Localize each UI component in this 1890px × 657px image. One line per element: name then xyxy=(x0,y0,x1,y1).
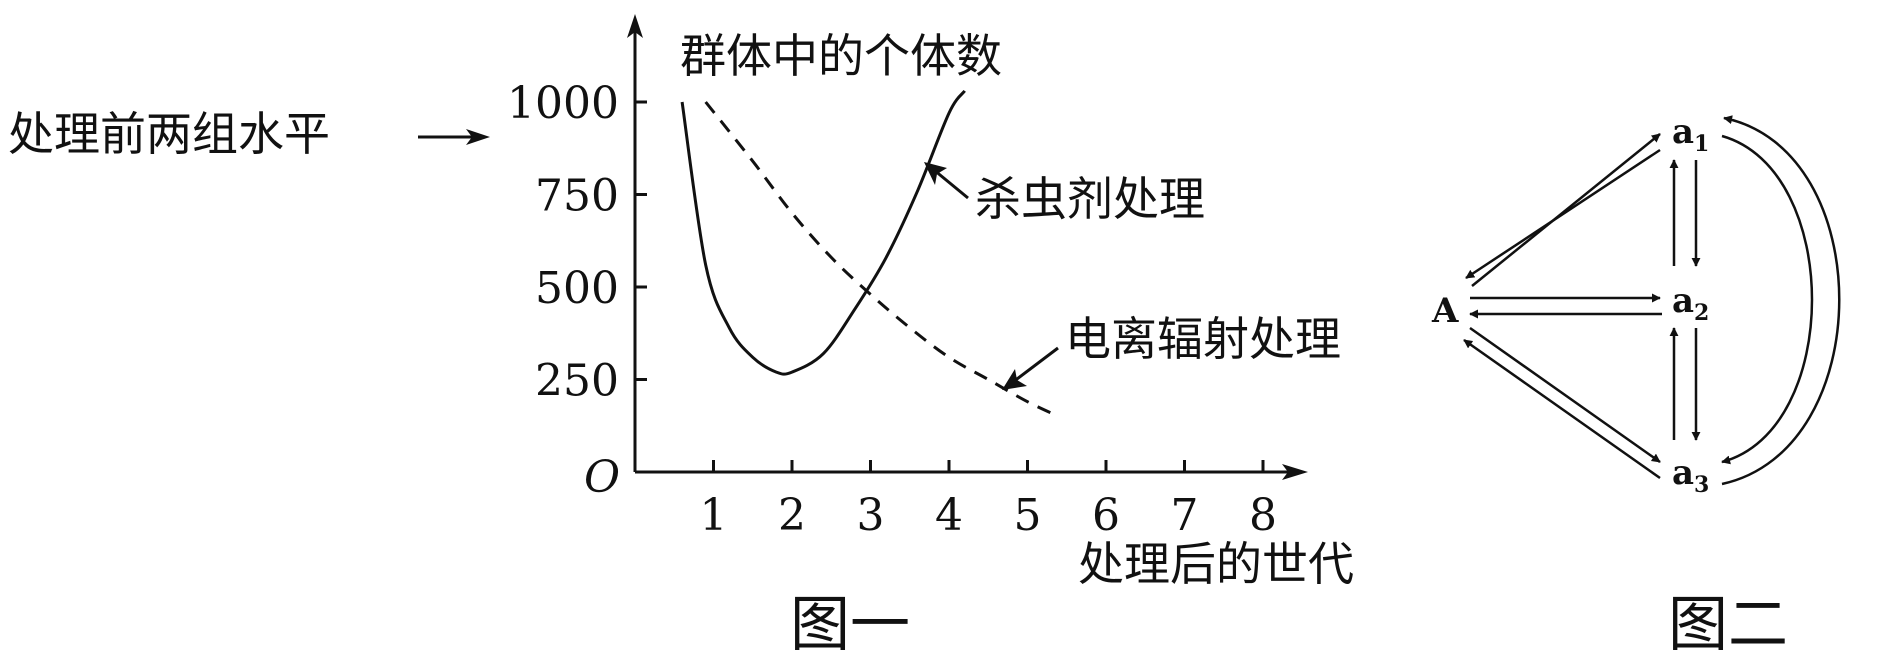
arrow-a3-to-A xyxy=(1463,338,1661,480)
node-a2: a 2 xyxy=(1672,281,1709,326)
svg-text:a: a xyxy=(1672,453,1694,493)
x-axis-arrowhead xyxy=(1282,464,1308,480)
arrow-A-to-a3 xyxy=(1469,326,1661,464)
chart-one-caption: 图一 xyxy=(790,590,910,657)
y-tick-label: 1000 xyxy=(507,78,619,129)
svg-text:3: 3 xyxy=(1694,472,1709,498)
y-tick-label: 250 xyxy=(535,356,619,407)
series-line-insecticide xyxy=(680,89,966,376)
diagram-two: A a 1 a 2 a 3 图二 xyxy=(1431,112,1841,657)
svg-text:a: a xyxy=(1672,281,1694,321)
svg-text:2: 2 xyxy=(1694,300,1709,326)
arrow-A-to-a1 xyxy=(1471,133,1661,287)
radiation-pointer-arrowhead xyxy=(1002,369,1027,390)
pretreatment-level-label: 处理前两组水平 xyxy=(8,107,330,161)
arrow-a3-to-a1 xyxy=(1721,115,1841,486)
svg-text:1: 1 xyxy=(1694,131,1709,157)
y-ticks: 250 500 750 1000 xyxy=(507,78,647,407)
radiation-pointer-arrow xyxy=(1012,346,1059,384)
x-tick-label: 1 xyxy=(700,490,728,541)
insecticide-pointer-arrow xyxy=(933,168,969,200)
x-tick-label: 4 xyxy=(935,490,963,541)
arrow-a1-to-a3 xyxy=(1721,134,1814,465)
x-tick-label: 8 xyxy=(1249,490,1277,541)
series-layer xyxy=(680,89,1060,418)
series-label-radiation: 电离辐射处理 xyxy=(1065,312,1341,366)
y-tick-label: 750 xyxy=(535,171,619,222)
x-tick-label: 2 xyxy=(778,490,806,541)
x-tick-label: 5 xyxy=(1014,490,1042,541)
diagram-two-caption: 图二 xyxy=(1668,590,1788,657)
node-A: A xyxy=(1431,291,1459,331)
x-tick-label: 7 xyxy=(1171,490,1199,541)
x-axis-label: 处理后的世代 xyxy=(1078,537,1354,591)
arrow-a1-to-A xyxy=(1465,148,1661,280)
node-a1: a 1 xyxy=(1672,112,1709,157)
series-line-radiation xyxy=(704,101,1060,418)
pretreatment-level-arrowhead xyxy=(466,129,490,145)
insecticide-pointer-arrowhead xyxy=(924,162,947,185)
y-tick-label: 500 xyxy=(535,263,619,314)
x-tick-label: 6 xyxy=(1092,490,1120,541)
origin-label: O xyxy=(584,452,620,503)
node-a3: a 3 xyxy=(1672,453,1709,498)
svg-text:a: a xyxy=(1672,112,1694,152)
x-tick-label: 3 xyxy=(857,490,885,541)
y-axis-arrowhead xyxy=(627,14,643,38)
series-label-insecticide: 杀虫剂处理 xyxy=(975,172,1205,226)
y-axis-label: 群体中的个体数 xyxy=(680,29,1002,83)
